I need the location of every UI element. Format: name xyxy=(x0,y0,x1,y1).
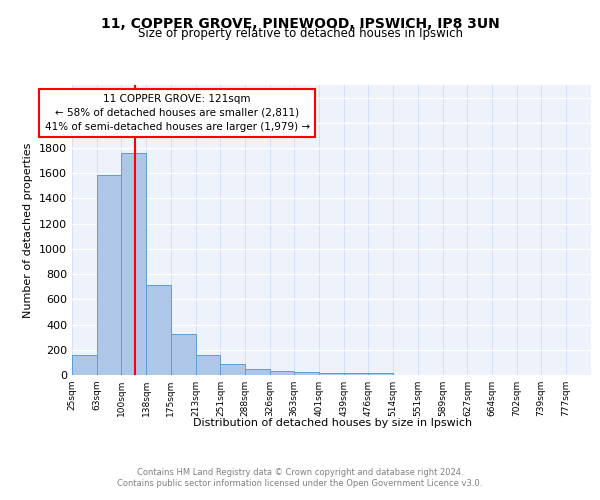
Text: Distribution of detached houses by size in Ipswich: Distribution of detached houses by size … xyxy=(193,418,473,428)
Text: 11, COPPER GROVE, PINEWOOD, IPSWICH, IP8 3UN: 11, COPPER GROVE, PINEWOOD, IPSWICH, IP8… xyxy=(101,18,499,32)
Text: Size of property relative to detached houses in Ipswich: Size of property relative to detached ho… xyxy=(137,28,463,40)
Bar xyxy=(344,372,368,375)
Bar xyxy=(97,174,121,375)
Text: Contains public sector information licensed under the Open Government Licence v3: Contains public sector information licen… xyxy=(118,480,482,488)
Bar xyxy=(170,334,196,375)
Bar xyxy=(72,355,97,375)
Bar xyxy=(294,372,319,375)
Text: 11 COPPER GROVE: 121sqm
← 58% of detached houses are smaller (2,811)
41% of semi: 11 COPPER GROVE: 121sqm ← 58% of detache… xyxy=(44,94,310,132)
Bar xyxy=(319,372,344,375)
Y-axis label: Number of detached properties: Number of detached properties xyxy=(23,142,34,318)
Bar xyxy=(270,372,294,375)
Text: Contains HM Land Registry data © Crown copyright and database right 2024.: Contains HM Land Registry data © Crown c… xyxy=(137,468,463,477)
Bar xyxy=(368,372,393,375)
Bar xyxy=(196,356,220,375)
Bar xyxy=(220,364,245,375)
Bar xyxy=(146,286,170,375)
Bar xyxy=(121,153,146,375)
Bar xyxy=(245,368,270,375)
